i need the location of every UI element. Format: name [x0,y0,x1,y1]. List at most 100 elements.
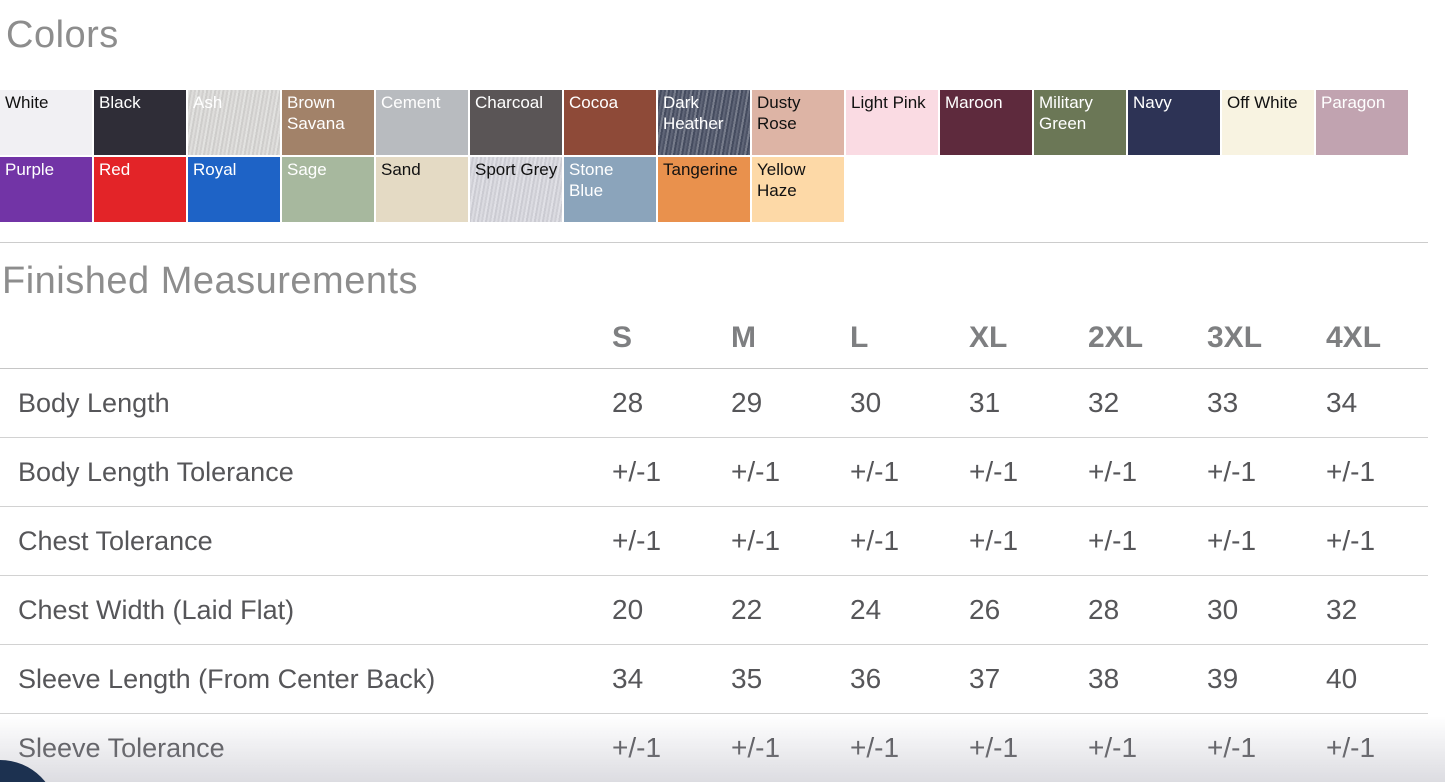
colors-section-title: Colors [6,14,119,56]
measurement-row: Chest Tolerance +/-1 +/-1 +/-1 +/-1 +/-1 +/-1 +… [0,506,1428,576]
measurement-row: Body Length 28 29 30 31 32 33 34 [0,368,1428,438]
color-swatch-label: Sport Grey [475,160,558,179]
color-swatch-sage[interactable]: Sage [282,157,374,222]
color-swatch-sport-grey[interactable]: Sport Grey [470,157,562,222]
measurement-label: Chest Tolerance [0,506,595,576]
measurement-value: +/-1 [833,437,952,507]
color-swatch-grid: White Black Ash Brown Savana Cement Charcoal C… [0,90,1445,222]
measurement-label: Sleeve Tolerance [18,732,225,763]
size-column-header-xl: XL [952,307,1071,369]
section-divider [0,242,1428,243]
measurement-value: 29 [714,368,833,438]
color-swatch-red[interactable]: Red [94,157,186,222]
measurement-value: 36 [833,644,952,714]
measurement-value: +/-1 [595,506,714,576]
color-swatch-sand[interactable]: Sand [376,157,468,222]
color-swatch-paragon[interactable]: Paragon [1316,90,1408,155]
measurement-row: Sleeve Length (From Center Back) 34 35 36 37… [0,644,1428,714]
measurements-table-body: Body Length 28 29 30 31 32 33 34 Body Length Tol… [0,368,1428,782]
color-swatch-label: Red [99,160,131,179]
color-swatch-royal[interactable]: Royal [188,157,280,222]
color-swatch-label: Military Green [1039,93,1093,133]
measurement-value: +/-1 [595,437,714,507]
measurement-value: +/-1 [1326,732,1376,764]
swatch-row: Purple Red Royal Sage Sand Sport Grey Stone Bl… [0,157,1445,222]
measurement-value: +/-1 [714,506,833,576]
measurement-value: 20 [595,575,714,645]
color-swatch-label: Royal [193,160,237,179]
size-column-header-m: M [714,307,833,369]
size-column-header-l: L [833,307,952,369]
measurement-value: 33 [1190,368,1309,438]
color-swatch-label: Cement [381,93,441,112]
measurement-value: 31 [952,368,1071,438]
measurement-value: 37 [952,644,1071,714]
measurement-value: 34 [1309,368,1428,438]
measurements-section-title: Finished Measurements [2,260,419,302]
measurement-value: +/-1 [833,506,952,576]
color-swatch-label: Charcoal [475,93,544,112]
color-swatch-label: Brown Savana [287,93,345,133]
color-swatch-military-green[interactable]: Military Green [1034,90,1126,155]
measurement-value: +/-1 [1190,437,1309,507]
measurement-label: Body Length Tolerance [0,437,595,507]
color-swatch-navy[interactable]: Navy [1128,90,1220,155]
color-swatch-dark-heather[interactable]: Dark Heather [658,90,750,155]
measurement-value: 24 [833,575,952,645]
measurement-value: 30 [833,368,952,438]
color-swatch-stone-blue[interactable]: Stone Blue [564,157,656,222]
color-swatch-purple[interactable]: Purple [0,157,92,222]
measurements-table: S M L XL 2XL 3XL 4XL Body Length 28 29 30 31 32 33 34… [0,307,1428,782]
measurement-value: +/-1 [1190,506,1309,576]
size-header-row: S M L XL 2XL 3XL 4XL [0,307,1428,369]
measurement-value: 26 [952,575,1071,645]
color-swatch-brown-savana[interactable]: Brown Savana [282,90,374,155]
color-swatch-dusty-rose[interactable]: Dusty Rose [752,90,844,155]
measurement-label: Sleeve Length (From Center Back) [0,644,595,714]
color-swatch-black[interactable]: Black [94,90,186,155]
color-swatch-off-white[interactable]: Off White [1222,90,1314,155]
measurement-value: +/-1 [952,437,1071,507]
measurement-label: Chest Width (Laid Flat) [0,575,595,645]
color-swatch-cocoa[interactable]: Cocoa [564,90,656,155]
measurement-label-header [0,307,595,369]
color-swatch-ash[interactable]: Ash [188,90,280,155]
color-swatch-label: Ash [193,93,223,112]
color-swatch-label: Off White [1227,93,1298,112]
size-column-header-2xl: 2XL [1071,307,1190,369]
measurement-value: 40 [1309,644,1428,714]
color-swatch-yellow-haze[interactable]: Yellow Haze [752,157,844,222]
color-swatch-label: Tangerine [663,160,738,179]
measurement-value: 35 [714,644,833,714]
size-column-header-4xl: 4XL [1309,307,1428,369]
measurement-value: +/-1 [952,506,1071,576]
color-swatch-cement[interactable]: Cement [376,90,468,155]
measurement-value: +/-1 [714,437,833,507]
measurement-value: 22 [714,575,833,645]
measurement-value: 39 [1190,644,1309,714]
color-swatch-label: Sand [381,160,421,179]
color-swatch-maroon[interactable]: Maroon [940,90,1032,155]
color-swatch-tangerine[interactable]: Tangerine [658,157,750,222]
measurement-value: +/-1 [1309,506,1428,576]
measurement-value: 32 [1071,368,1190,438]
color-swatch-light-pink[interactable]: Light Pink [846,90,938,155]
size-column-header-3xl: 3XL [1190,307,1309,369]
measurement-value: 30 [1190,575,1309,645]
swatch-row: White Black Ash Brown Savana Cement Charcoal C… [0,90,1445,155]
measurement-row: Sleeve Tolerance +/-1 +/-1 +/-1 +/-1 +/-1 +/-1… [0,714,1428,782]
measurement-value: +/-1 [731,732,781,764]
color-swatch-label: Navy [1133,93,1172,112]
size-column-header-s: S [595,307,714,369]
color-swatch-label: Black [99,93,141,112]
color-swatch-label: Cocoa [569,93,619,112]
measurement-row: Body Length Tolerance +/-1 +/-1 +/-1 +/-1 +/-… [0,437,1428,507]
color-swatch-white[interactable]: White [0,90,92,155]
color-swatch-charcoal[interactable]: Charcoal [470,90,562,155]
color-swatch-label: Yellow Haze [757,160,806,200]
measurement-value: 38 [1071,644,1190,714]
measurement-value: +/-1 [1071,437,1190,507]
color-swatch-label: White [5,93,49,112]
color-swatch-label: Purple [5,160,55,179]
